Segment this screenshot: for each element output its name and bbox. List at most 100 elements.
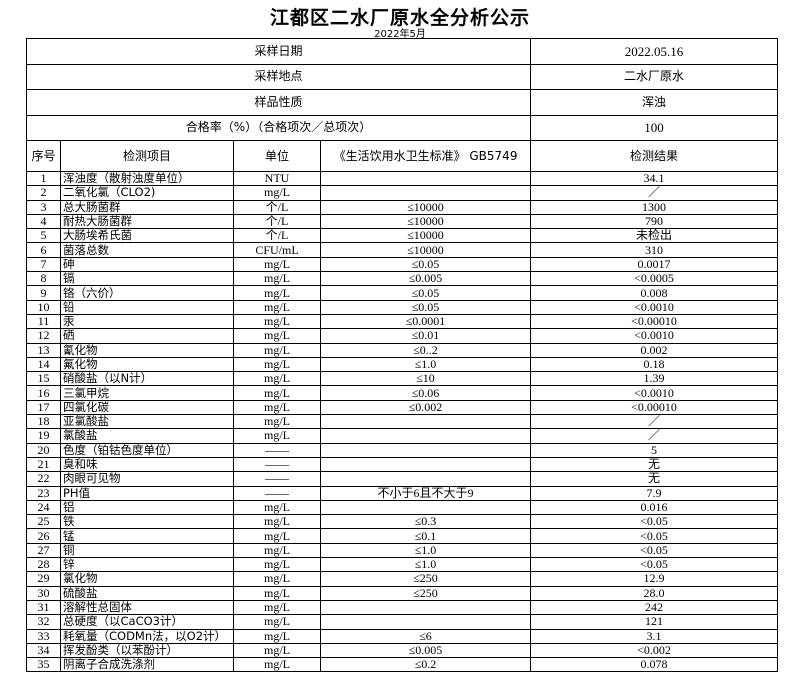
row-item: 氰化物 (60, 342, 234, 358)
row-seq: 17 (26, 399, 61, 416)
table-row: 14 氟化物 mg/L ≤1.0 0.18 (26, 356, 779, 373)
row-result: 242 (530, 599, 779, 616)
row-unit: —— (233, 456, 321, 473)
row-result: 28.0 (530, 585, 779, 601)
row-unit: mg/L (233, 585, 321, 601)
row-result: 0.016 (530, 499, 779, 516)
row-unit: mg/L (233, 371, 321, 387)
row-unit: 个/L (233, 213, 321, 230)
table-row: 3 总大肠菌群 个/L ≤10000 1300 (26, 199, 779, 215)
table-row: 4 耐热大肠菌群 个/L ≤10000 790 (26, 213, 779, 230)
row-result: 未检出 (530, 228, 779, 244)
row-unit: mg/L (233, 285, 321, 301)
info-value: 100 (530, 114, 779, 141)
row-item: 硫酸盐 (60, 585, 234, 601)
row-unit: mg/L (233, 557, 321, 573)
table-row: 31 溶解性总固体 mg/L 242 (26, 599, 779, 616)
row-unit: mg/L (233, 271, 321, 287)
row-item: PH值 (60, 485, 234, 501)
table-row: 23 PH值 —— 不小于6且不大于9 7.9 (26, 485, 779, 501)
row-result: <0.0005 (530, 271, 779, 287)
column-header-item: 检测项目 (60, 140, 234, 172)
row-seq: 4 (26, 213, 61, 230)
row-standard: ≤0.05 (319, 285, 532, 301)
row-item: 氯化物 (60, 571, 234, 587)
row-standard (319, 428, 532, 444)
info-value: 二水厂原水 (530, 63, 779, 90)
row-result: 0.0017 (530, 256, 779, 273)
row-result: <0.05 (530, 542, 779, 559)
table-row: 8 镉 mg/L ≤0.005 <0.0005 (26, 271, 779, 287)
row-standard: ≤0.05 (319, 256, 532, 273)
column-header-unit: 单位 (233, 140, 321, 172)
row-unit: mg/L (233, 571, 321, 587)
row-unit: mg/L (233, 542, 321, 559)
row-seq: 16 (26, 385, 61, 401)
row-item: 阴离子合成洗涤剂 (60, 657, 234, 673)
row-seq: 24 (26, 499, 61, 516)
row-unit: mg/L (233, 313, 321, 330)
row-unit: mg/L (233, 642, 321, 659)
row-unit: mg/L (233, 356, 321, 373)
row-seq: 6 (26, 242, 61, 258)
table-row: 22 肉眼可见物 —— 无 (26, 471, 779, 487)
table-row: 30 硫酸盐 mg/L ≤250 28.0 (26, 585, 779, 601)
row-unit: mg/L (233, 599, 321, 616)
row-standard (319, 614, 532, 630)
row-result: 34.1 (530, 170, 779, 187)
row-seq: 31 (26, 599, 61, 616)
row-result: 12.9 (530, 571, 779, 587)
page-subtitle: 2022年5月 (374, 29, 426, 40)
row-unit: mg/L (233, 399, 321, 416)
row-standard: ≤0.3 (319, 514, 532, 530)
row-item: 耗氧量（CODMn法，以O2计） (60, 628, 234, 644)
row-standard: ≤0.005 (319, 271, 532, 287)
page-title: 江都区二水厂原水全分析公示 (269, 7, 530, 29)
row-seq: 12 (26, 328, 61, 344)
table-row: 34 挥发酚类（以苯酚计） mg/L ≤0.005 <0.002 (26, 642, 779, 659)
row-standard: ≤10 (319, 371, 532, 387)
row-item: 挥发酚类（以苯酚计） (60, 642, 234, 659)
row-item: 汞 (60, 313, 234, 330)
row-item: 铅 (60, 299, 234, 315)
row-result: 1300 (530, 199, 779, 215)
row-standard (319, 414, 532, 430)
row-result: <0.00010 (530, 399, 779, 416)
row-item: 总大肠菌群 (60, 199, 234, 215)
row-item: 铝 (60, 499, 234, 516)
row-standard: ≤10000 (319, 228, 532, 244)
row-result: 310 (530, 242, 779, 258)
row-standard: ≤0.05 (319, 299, 532, 315)
row-result: ／ (530, 185, 779, 201)
row-standard: ≤0.01 (319, 328, 532, 344)
row-unit: mg/L (233, 342, 321, 358)
row-item: 肉眼可见物 (60, 471, 234, 487)
column-header-standard: 《生活饮用水卫生标准》 GB5749 (319, 140, 532, 172)
row-result: <0.002 (530, 642, 779, 659)
table-row: 9 铬（六价） mg/L ≤0.05 0.008 (26, 285, 779, 301)
row-result: 0.18 (530, 356, 779, 373)
row-result: 790 (530, 213, 779, 230)
row-seq: 18 (26, 414, 61, 430)
row-result: 1.39 (530, 371, 779, 387)
row-result: ／ (530, 428, 779, 444)
row-standard: 不小于6且不大于9 (319, 485, 532, 501)
row-item: 锌 (60, 557, 234, 573)
info-label: 样品性质 (25, 89, 532, 116)
table-row: 2 二氧化氯（CLO2) mg/L ／ (26, 185, 779, 201)
row-seq: 20 (26, 442, 61, 458)
row-standard: ≤6 (319, 628, 532, 644)
row-result: <0.00010 (530, 313, 779, 330)
row-result: <0.05 (530, 528, 779, 544)
row-result: 0.078 (530, 657, 779, 673)
table-row: 10 铅 mg/L ≤0.05 <0.0010 (26, 299, 779, 315)
table-row: 25 铁 mg/L ≤0.3 <0.05 (26, 514, 779, 530)
row-item: 硒 (60, 328, 234, 344)
row-standard: ≤1.0 (319, 542, 532, 559)
row-item: 溶解性总固体 (60, 599, 234, 616)
row-standard: ≤10000 (319, 242, 532, 258)
row-item: 氯酸盐 (60, 428, 234, 444)
row-standard (319, 599, 532, 616)
table-row: 21 臭和味 —— 无 (26, 456, 779, 473)
row-seq: 35 (26, 657, 61, 673)
